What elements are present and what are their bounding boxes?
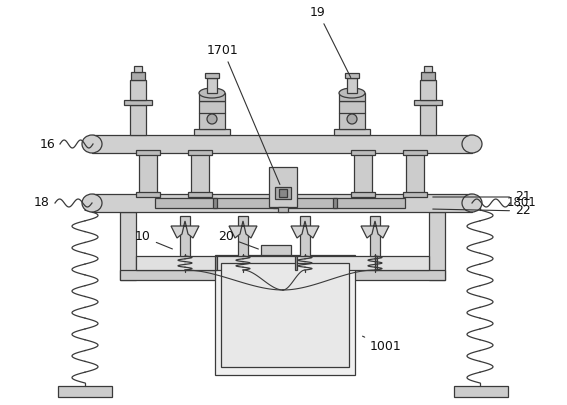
Bar xyxy=(92,194,472,212)
Bar xyxy=(120,270,445,280)
Bar xyxy=(180,216,190,256)
Text: 1001: 1001 xyxy=(362,336,402,354)
Bar xyxy=(199,93,225,101)
Bar xyxy=(134,66,142,72)
Text: 22: 22 xyxy=(433,205,531,217)
Bar xyxy=(139,153,157,194)
Polygon shape xyxy=(171,221,199,238)
Bar xyxy=(339,93,365,101)
Ellipse shape xyxy=(462,135,482,153)
Bar xyxy=(207,78,217,93)
Bar xyxy=(188,192,212,197)
Bar xyxy=(420,105,436,135)
Polygon shape xyxy=(291,221,319,238)
Bar xyxy=(130,80,146,100)
Bar xyxy=(429,212,445,280)
Ellipse shape xyxy=(462,194,482,212)
Ellipse shape xyxy=(339,88,365,98)
Bar xyxy=(124,100,152,105)
Ellipse shape xyxy=(207,114,217,124)
Bar xyxy=(194,129,230,135)
Bar xyxy=(205,73,219,78)
Bar xyxy=(354,153,372,194)
Bar xyxy=(136,256,429,270)
Bar xyxy=(261,245,291,255)
Bar xyxy=(238,216,248,256)
Text: 20: 20 xyxy=(218,230,259,249)
Text: 18: 18 xyxy=(34,196,50,209)
Bar xyxy=(420,80,436,100)
Bar xyxy=(269,167,297,207)
Bar xyxy=(351,192,375,197)
Bar xyxy=(92,135,472,153)
Ellipse shape xyxy=(347,114,357,124)
Bar xyxy=(131,72,145,80)
Bar xyxy=(375,256,377,270)
Ellipse shape xyxy=(82,194,102,212)
Bar xyxy=(345,73,359,78)
Text: 10: 10 xyxy=(135,230,172,249)
Bar xyxy=(406,153,424,194)
Text: 21: 21 xyxy=(433,190,531,203)
Bar xyxy=(421,72,435,80)
Polygon shape xyxy=(229,221,257,238)
Text: 1801: 1801 xyxy=(507,196,537,209)
Bar xyxy=(221,263,349,367)
Bar xyxy=(136,150,160,155)
Bar xyxy=(188,150,212,155)
Bar xyxy=(454,386,508,397)
Bar xyxy=(333,198,337,208)
Bar xyxy=(424,66,432,72)
Bar xyxy=(414,100,442,105)
Bar xyxy=(370,216,380,256)
Text: 1701: 1701 xyxy=(207,43,280,184)
Bar xyxy=(295,256,297,270)
Text: 16: 16 xyxy=(40,138,56,151)
Bar xyxy=(191,153,209,194)
Text: 19: 19 xyxy=(310,6,351,77)
Bar xyxy=(403,150,427,155)
Bar xyxy=(279,189,287,197)
Bar xyxy=(215,255,355,375)
Bar xyxy=(273,198,277,208)
Ellipse shape xyxy=(199,88,225,98)
Ellipse shape xyxy=(82,135,102,153)
Bar xyxy=(199,101,225,129)
Bar xyxy=(130,105,146,135)
Bar xyxy=(339,101,365,129)
Bar xyxy=(300,216,310,256)
Polygon shape xyxy=(361,221,389,238)
Bar xyxy=(136,192,160,197)
Bar xyxy=(275,187,291,199)
Bar xyxy=(58,386,112,397)
Bar xyxy=(347,78,357,93)
Bar xyxy=(334,129,370,135)
Bar xyxy=(278,207,288,212)
Bar xyxy=(351,150,375,155)
Bar xyxy=(155,198,405,208)
Bar xyxy=(120,212,136,280)
Bar xyxy=(215,256,217,270)
Bar xyxy=(213,198,217,208)
Bar xyxy=(403,192,427,197)
